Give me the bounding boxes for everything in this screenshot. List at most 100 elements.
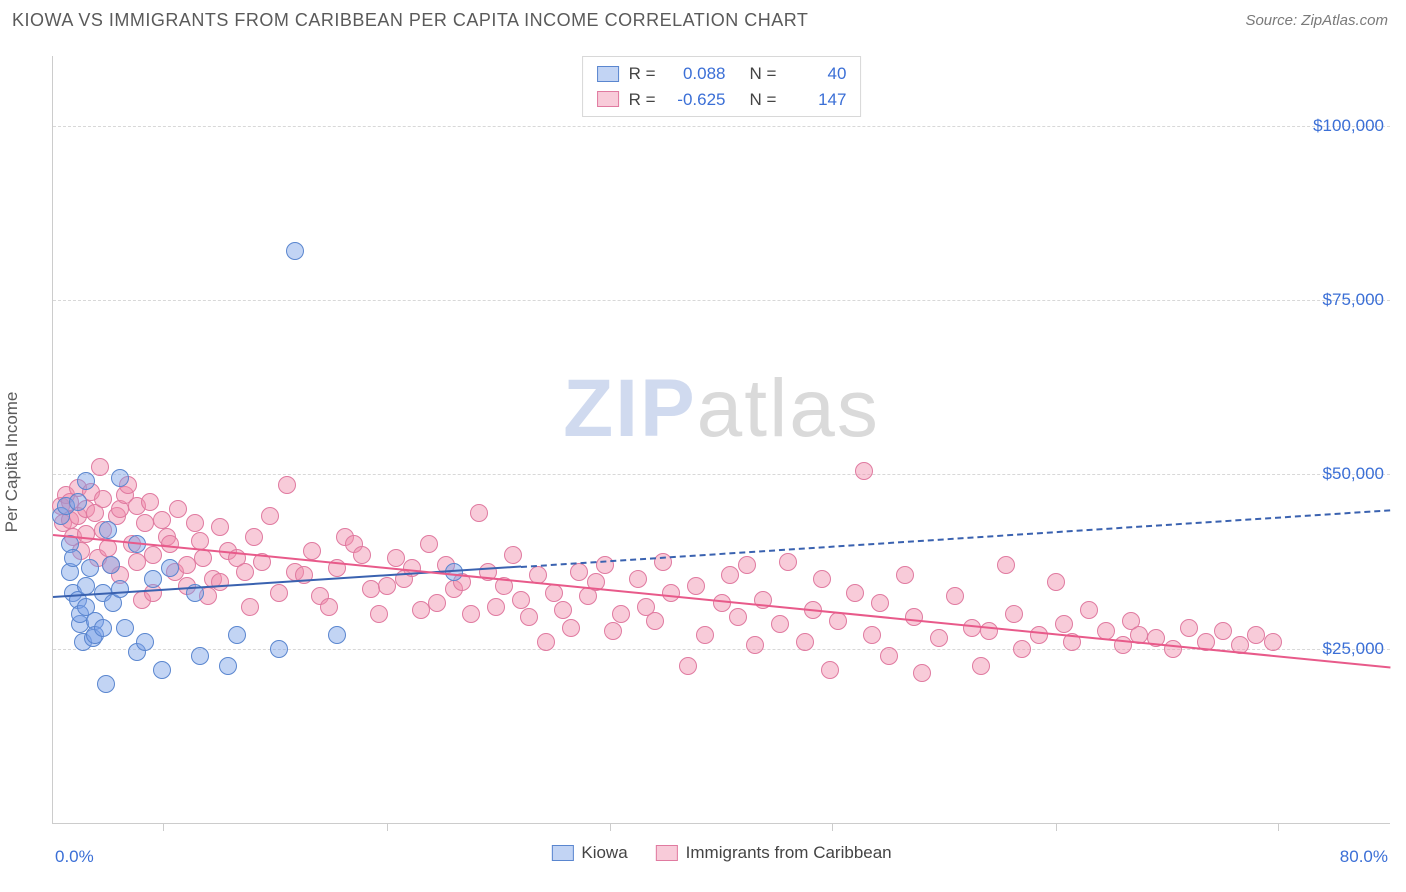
legend-item-caribbean: Immigrants from Caribbean [656, 843, 892, 863]
n-label: N = [750, 61, 777, 87]
watermark: ZIPatlas [563, 362, 880, 456]
data-point [696, 626, 714, 644]
data-point [228, 626, 246, 644]
data-point [69, 493, 87, 511]
data-point [504, 546, 522, 564]
data-point [128, 553, 146, 571]
x-tick [163, 823, 164, 831]
data-point [1214, 622, 1232, 640]
x-tick [832, 823, 833, 831]
data-point [604, 622, 622, 640]
data-point [980, 622, 998, 640]
data-point [1264, 633, 1282, 651]
data-point [144, 570, 162, 588]
n-value-kiowa: 40 [786, 61, 846, 87]
data-point [153, 661, 171, 679]
data-point [186, 514, 204, 532]
data-point [1030, 626, 1048, 644]
data-point [1055, 615, 1073, 633]
r-value-caribbean: -0.625 [666, 87, 726, 113]
data-point [520, 608, 538, 626]
n-value-caribbean: 147 [786, 87, 846, 113]
data-point [144, 546, 162, 564]
data-point [721, 566, 739, 584]
data-point [654, 553, 672, 571]
data-point [1180, 619, 1198, 637]
data-point [729, 608, 747, 626]
data-point [554, 601, 572, 619]
n-label: N = [750, 87, 777, 113]
swatch-kiowa [597, 66, 619, 82]
data-point [111, 580, 129, 598]
data-point [161, 559, 179, 577]
x-axis-max-label: 80.0% [1340, 847, 1388, 867]
data-point [64, 549, 82, 567]
gridline [53, 474, 1390, 475]
data-point [596, 556, 614, 574]
y-axis-title: Per Capita Income [2, 392, 22, 533]
data-point [1164, 640, 1182, 658]
x-tick [387, 823, 388, 831]
data-point [211, 518, 229, 536]
data-point [905, 608, 923, 626]
legend-item-kiowa: Kiowa [551, 843, 627, 863]
data-point [1013, 640, 1031, 658]
data-point [97, 675, 115, 693]
data-point [420, 535, 438, 553]
r-label: R = [629, 87, 656, 113]
data-point [270, 584, 288, 602]
data-point [796, 633, 814, 651]
data-point [896, 566, 914, 584]
data-point [738, 556, 756, 574]
data-point [136, 633, 154, 651]
data-point [512, 591, 530, 609]
watermark-zip: ZIP [563, 363, 697, 454]
data-point [362, 580, 380, 598]
legend-row-caribbean: R = -0.625 N = 147 [597, 87, 847, 113]
data-point [99, 521, 117, 539]
data-point [102, 556, 120, 574]
data-point [487, 598, 505, 616]
swatch-caribbean [656, 845, 678, 861]
r-value-kiowa: 0.088 [666, 61, 726, 87]
data-point [412, 601, 430, 619]
data-point [194, 549, 212, 567]
data-point [997, 556, 1015, 574]
data-point [562, 619, 580, 637]
legend-label-kiowa: Kiowa [581, 843, 627, 863]
data-point [219, 657, 237, 675]
plot-area: ZIPatlas R = 0.088 N = 40 R = -0.625 N =… [52, 56, 1390, 824]
swatch-kiowa [551, 845, 573, 861]
data-point [972, 657, 990, 675]
data-point [612, 605, 630, 623]
data-point [178, 556, 196, 574]
swatch-caribbean [597, 91, 619, 107]
data-point [470, 504, 488, 522]
data-point [94, 490, 112, 508]
data-point [387, 549, 405, 567]
data-point [141, 493, 159, 511]
data-point [863, 626, 881, 644]
data-point [662, 584, 680, 602]
data-point [871, 594, 889, 612]
data-point [1080, 601, 1098, 619]
data-point [94, 619, 112, 637]
x-axis-min-label: 0.0% [55, 847, 94, 867]
data-point [378, 577, 396, 595]
data-point [191, 647, 209, 665]
trend-line-kiowa-extrapolated [521, 509, 1390, 568]
data-point [77, 472, 95, 490]
chart-title: KIOWA VS IMMIGRANTS FROM CARIBBEAN PER C… [12, 10, 808, 31]
source-credit: Source: ZipAtlas.com [1245, 12, 1388, 29]
gridline [53, 126, 1390, 127]
gridline [53, 649, 1390, 650]
data-point [846, 584, 864, 602]
data-point [913, 664, 931, 682]
data-point [687, 577, 705, 595]
data-point [1047, 573, 1065, 591]
legend-row-kiowa: R = 0.088 N = 40 [597, 61, 847, 87]
x-tick [1056, 823, 1057, 831]
legend-label-caribbean: Immigrants from Caribbean [686, 843, 892, 863]
data-point [270, 640, 288, 658]
data-point [261, 507, 279, 525]
